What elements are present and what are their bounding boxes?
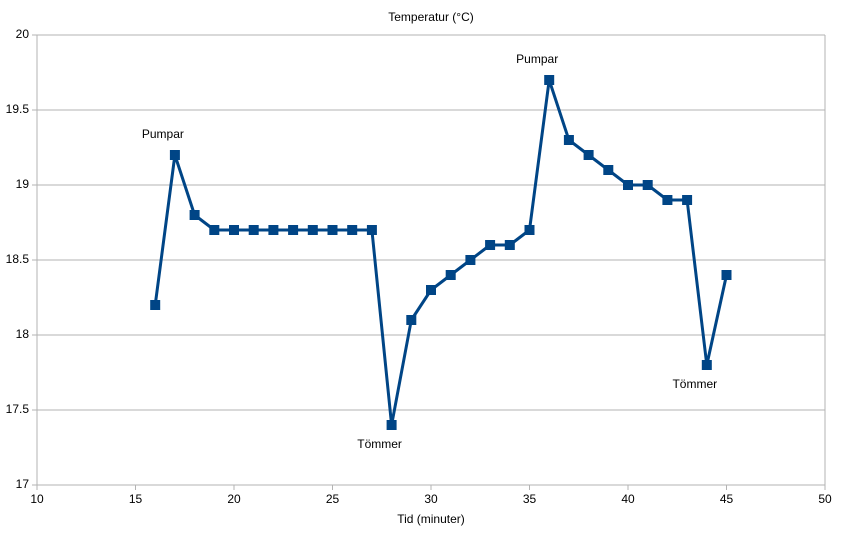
data-point — [248, 225, 259, 235]
data-point — [366, 225, 377, 235]
chart-title: Temperatur (°C) — [388, 10, 473, 24]
data-point — [426, 285, 436, 295]
data-point — [623, 180, 633, 190]
annotation: Pumpar — [516, 52, 558, 66]
x-tick-label: 15 — [129, 492, 143, 506]
data-point — [229, 225, 239, 235]
data-point — [485, 240, 496, 250]
data-point — [682, 195, 693, 205]
data-point — [288, 225, 299, 235]
data-point — [721, 270, 732, 280]
y-tick-label: 19 — [16, 177, 30, 191]
data-point — [524, 225, 535, 235]
x-tick-label: 10 — [30, 492, 44, 506]
x-tick-label: 25 — [326, 492, 340, 506]
data-point — [642, 180, 653, 190]
x-tick-label: 30 — [424, 492, 438, 506]
data-point — [445, 270, 456, 280]
x-axis-label: Tid (minuter) — [397, 512, 465, 526]
x-tick-label: 50 — [818, 492, 832, 506]
annotation: Pumpar — [142, 127, 184, 141]
data-point — [603, 165, 614, 175]
y-tick-label: 17.5 — [6, 402, 30, 416]
annotation: Tömmer — [672, 377, 717, 391]
data-point — [583, 150, 594, 160]
data-point — [268, 225, 279, 235]
annotation: Tömmer — [357, 437, 402, 451]
data-point — [563, 135, 574, 145]
data-point — [347, 225, 358, 235]
y-tick-label: 19.5 — [6, 102, 30, 116]
x-tick-label: 20 — [227, 492, 241, 506]
y-tick-label: 18.5 — [6, 252, 30, 266]
data-point — [504, 240, 515, 250]
y-tick-label: 20 — [16, 27, 30, 41]
y-tick-label: 17 — [16, 477, 30, 491]
data-point — [189, 210, 200, 220]
data-point — [386, 420, 397, 430]
data-point — [150, 300, 161, 310]
data-point — [169, 150, 180, 160]
y-tick-label: 18 — [16, 327, 30, 341]
data-point — [544, 75, 555, 85]
x-tick-label: 35 — [523, 492, 537, 506]
series-line — [153, 78, 728, 427]
data-point — [307, 225, 318, 235]
data-point — [701, 360, 712, 370]
data-point — [662, 195, 673, 205]
data-point — [465, 255, 476, 265]
x-tick-label: 40 — [621, 492, 635, 506]
x-tick-label: 45 — [720, 492, 734, 506]
data-point — [209, 225, 220, 235]
data-point — [327, 225, 338, 235]
data-point — [406, 315, 417, 325]
